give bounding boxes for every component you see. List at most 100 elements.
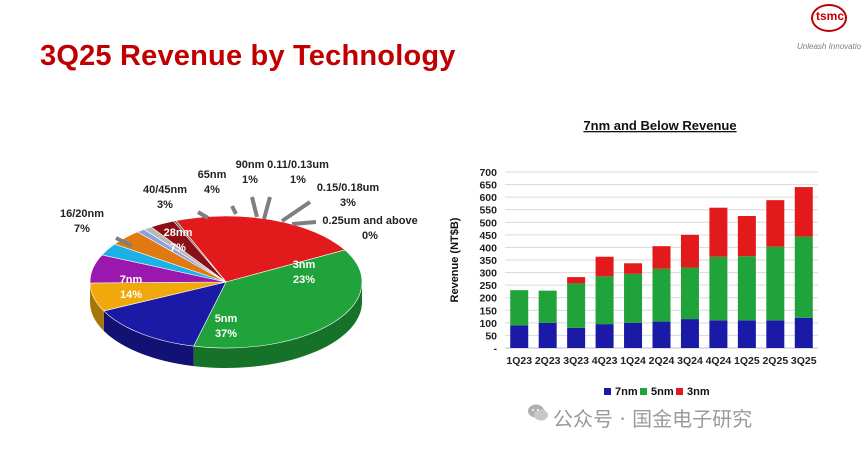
wechat-icon [528, 404, 548, 421]
pie-pct-0-25um-and-above: 0% [362, 230, 378, 242]
pie-pct-0-11-0-13um: 1% [290, 174, 306, 186]
bar-3nm-3Q24 [680, 234, 699, 268]
bar-3nm-3Q23 [567, 277, 586, 284]
bar-7nm-3Q23 [567, 327, 586, 348]
x-tick-label: 3Q25 [791, 355, 817, 367]
y-tick-label: 600 [479, 192, 497, 204]
leader-line-40-45nm [196, 210, 210, 220]
bar-7nm-3Q25 [794, 317, 813, 348]
leader-line-0-25um-and-above [291, 220, 317, 226]
pie-pct-0-15-0-18um: 3% [340, 197, 356, 209]
bar-5nm-1Q25 [737, 256, 756, 321]
y-tick-label: 200 [479, 293, 497, 305]
pie-side-2-0 [103, 310, 194, 367]
bar-7nm-1Q24 [624, 322, 643, 348]
bar-7nm-2Q25 [766, 320, 785, 348]
pie-side-3-0 [90, 283, 104, 331]
pie-label-7nm: 7nm [120, 274, 143, 286]
bar-7nm-1Q23 [510, 325, 529, 348]
legend-swatch-5nm [640, 388, 647, 395]
bar-3nm-4Q24 [709, 207, 728, 257]
bar-3nm-1Q24 [624, 263, 643, 274]
x-tick-label: 2Q23 [535, 355, 561, 367]
y-tick-label: 100 [479, 318, 497, 330]
pie-slice-0-25um-and-above [173, 220, 227, 283]
pie-label-0-15-0-18um: 0.15/0.18um [317, 182, 380, 194]
bar-5nm-4Q23 [595, 276, 614, 325]
bar-5nm-3Q24 [680, 267, 699, 320]
x-tick-label: 4Q24 [706, 355, 732, 367]
legend-label-3nm: 3nm [687, 386, 710, 398]
legend-label-7nm: 7nm [615, 386, 638, 398]
y-tick-label: 450 [479, 230, 497, 242]
pie-label-0-11-0-13um: 0.11/0.13um [267, 159, 329, 171]
bar-5nm-3Q23 [567, 283, 586, 328]
pie-label-28nm: 28nm [164, 227, 193, 239]
bar-7nm-2Q24 [652, 321, 671, 348]
pie-chart: 3nm 23% 5nm 37% 7nm 14% 16/20nm 7% 28nm 7% 40/45nm… [60, 159, 418, 368]
pie-label-5nm: 5nm [215, 313, 238, 325]
pie-pct-5nm: 37% [215, 328, 237, 340]
pie-slice-5nm [193, 249, 363, 349]
pie-pct-40-45nm: 3% [157, 199, 173, 211]
leader-line-0-15-0-18um [280, 200, 312, 223]
bar-7nm-3Q24 [680, 319, 699, 348]
x-tick-label: 1Q24 [620, 355, 646, 367]
y-axis-label: Revenue (NT$B) [449, 217, 461, 302]
tsmc-logo: tsmc Unleash Innovatio [795, 4, 865, 56]
pie-slice-3nm [175, 215, 346, 283]
pie-label-16-20nm: 16/20nm [60, 208, 104, 220]
pie-label-0-25um-and-above: 0.25um and above [322, 215, 417, 227]
y-tick-label: 350 [479, 255, 497, 267]
pie-label-40-45nm: 40/45nm [143, 184, 187, 196]
bar-3nm-4Q23 [595, 256, 614, 277]
bar-7nm-2Q23 [538, 322, 557, 348]
pie-pct-3nm: 23% [293, 274, 315, 286]
pie-pct-90nm: 1% [242, 174, 258, 186]
pie-pct-28nm: 7% [170, 242, 186, 254]
page-title: 3Q25 Revenue by Technology [40, 40, 456, 72]
leader-line-65nm [230, 205, 238, 215]
legend-swatch-7nm [604, 388, 611, 395]
logo-mark [811, 4, 847, 32]
bar-5nm-2Q24 [652, 268, 671, 322]
bar-3nm-2Q24 [652, 246, 671, 269]
bar-chart: 7nm and Below Revenue Revenue (NT$B) -5010… [449, 118, 818, 398]
y-tick-label: 50 [485, 330, 497, 342]
y-tick-label: 700 [479, 167, 497, 179]
pie-slice-7nm [103, 281, 227, 347]
bar-5nm-3Q25 [794, 236, 813, 318]
legend-label-5nm: 5nm [651, 386, 674, 398]
y-tick-label: 150 [479, 305, 497, 317]
leader-line-16-20nm [115, 236, 133, 248]
bar-7nm-4Q23 [595, 324, 614, 348]
x-tick-label: 3Q23 [563, 355, 589, 367]
bar-5nm-4Q24 [709, 256, 728, 321]
bar-5nm-1Q23 [510, 290, 529, 326]
y-tick-label: 650 [479, 180, 497, 192]
bar-3nm-2Q25 [766, 200, 785, 247]
y-tick-label: 400 [479, 242, 497, 254]
pie-label-3nm: 3nm [293, 259, 316, 271]
logo-tagline: Unleash Innovatio [797, 42, 862, 51]
legend-swatch-3nm [676, 388, 683, 395]
pie-label-90nm: 90nm [236, 159, 265, 171]
leader-line-90nm [250, 196, 259, 218]
watermark-text: 公众号 · 国金电子研究 [553, 407, 753, 431]
logo-text: tsmc [815, 9, 844, 23]
y-tick-label: - [494, 343, 498, 355]
leader-line-0-11-0-13um [262, 196, 272, 220]
bar-7nm-4Q24 [709, 320, 728, 348]
x-tick-label: 2Q24 [649, 355, 675, 367]
x-tick-label: 1Q25 [734, 355, 760, 367]
bar-5nm-2Q23 [538, 290, 557, 323]
bar-5nm-2Q25 [766, 246, 785, 321]
pie-pct-16-20nm: 7% [74, 223, 90, 235]
pie-pct-7nm: 14% [120, 289, 142, 301]
y-tick-label: 550 [479, 205, 497, 217]
x-tick-label: 4Q23 [592, 355, 618, 367]
bar-3nm-3Q25 [794, 187, 813, 237]
bar-5nm-1Q24 [624, 273, 643, 323]
y-tick-label: 300 [479, 268, 497, 280]
